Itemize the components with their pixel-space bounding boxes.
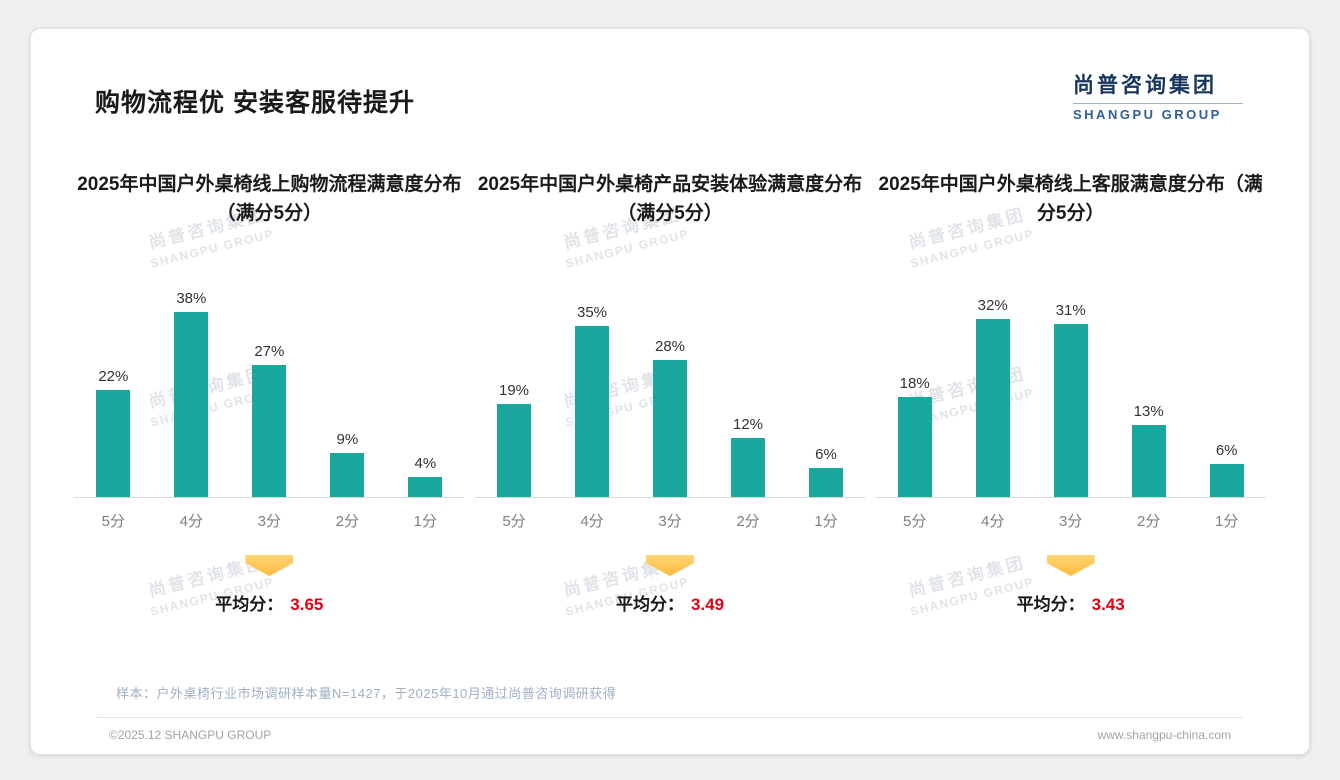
chart-title: 2025年中国户外桌椅线上客服满意度分布（满分5分） xyxy=(878,174,1263,225)
category-label: 5分 xyxy=(903,513,927,530)
slide-card: 尚普咨询集团 SHANGPU GROUP 尚普咨询集团 SHANGPU GROUP 尚普… xyxy=(30,28,1310,755)
category-label: 4分 xyxy=(580,513,604,530)
bar-value-label: 31% xyxy=(1055,302,1086,319)
bar-value-label: 6% xyxy=(1215,442,1238,459)
bar-value-label: 6% xyxy=(815,446,837,463)
bar-value-label: 28% xyxy=(654,338,686,355)
bar-group: 38% xyxy=(152,290,230,497)
logo-english-text: SHANGPU GROUP xyxy=(1073,107,1222,122)
bar-group: 6% xyxy=(787,446,865,497)
average-value: 3.43 xyxy=(1091,595,1125,614)
bar xyxy=(408,477,443,497)
category-label: 2分 xyxy=(736,513,760,530)
average-block: 平均分： 3.49 xyxy=(616,555,724,615)
bar-value-label: 12% xyxy=(732,416,764,433)
bar-value-label: 4% xyxy=(414,455,437,472)
category-label: 2分 xyxy=(335,513,359,530)
bar-chart: 18% 32% 31% 13% 6% 5分 4分 3分 2分 1分 xyxy=(875,276,1266,531)
category-label: 1分 xyxy=(413,513,437,530)
logo-divider xyxy=(1073,103,1243,104)
bar xyxy=(96,390,131,497)
bar-group: 32% xyxy=(954,297,1032,497)
bar-chart: 22% 38% 27% 9% 4% 5分 4分 3分 2分 1分 xyxy=(74,276,465,531)
category-label: 5分 xyxy=(502,513,526,530)
average-block: 平均分： 3.43 xyxy=(1017,555,1125,615)
category-label: 5分 xyxy=(101,513,125,530)
sample-note: 样本：户外桌椅行业市场调研样本量N=1427，于2025年10月通过尚普咨询调研… xyxy=(116,686,617,701)
bar-group: 12% xyxy=(709,416,787,497)
bar-group: 28% xyxy=(631,338,709,497)
bar xyxy=(1053,324,1088,497)
average-text: 平均分： 3.65 xyxy=(215,590,323,615)
chart-title: 2025年中国户外桌椅产品安装体验满意度分布（满分5分） xyxy=(477,174,863,225)
bar xyxy=(252,365,287,497)
footer-copyright: ©2025.12 SHANGPU GROUP xyxy=(109,728,272,742)
bar-group: 22% xyxy=(74,368,152,497)
bar-value-label: 13% xyxy=(1133,403,1164,420)
category-label: 3分 xyxy=(658,513,682,530)
category-label: 2分 xyxy=(1137,513,1161,530)
bar-chart: 19% 35% 28% 12% 6% 5分 4分 3分 2分 1分 xyxy=(475,276,865,531)
bar-group: 19% xyxy=(475,382,553,497)
bar xyxy=(731,438,765,497)
category-label: 1分 xyxy=(814,513,838,530)
bar xyxy=(653,360,687,497)
bar-value-label: 32% xyxy=(977,297,1008,314)
average-text: 平均分： 3.43 xyxy=(1017,590,1125,615)
chart-online-customer-service: 2025年中国户外桌椅线上客服满意度分布（满分5分） 18% 32% 31% 13% 6… xyxy=(870,170,1271,615)
bar-value-label: 19% xyxy=(498,382,530,399)
bar-value-label: 38% xyxy=(176,290,207,307)
category-label: 4分 xyxy=(179,513,203,530)
bar-value-label: 27% xyxy=(254,343,285,360)
average-label: 平均分： xyxy=(615,595,684,614)
bar-group: 4% xyxy=(386,455,464,497)
bar xyxy=(330,453,365,497)
bar-value-label: 9% xyxy=(336,431,359,448)
bar-group: 35% xyxy=(553,304,631,497)
bar-group: 18% xyxy=(876,375,954,497)
bar xyxy=(497,404,531,497)
chart-installation-experience: 2025年中国户外桌椅产品安装体验满意度分布（满分5分） 19% 35% 28% 12… xyxy=(470,170,871,615)
chart-title: 2025年中国户外桌椅线上购物流程满意度分布（满分5分） xyxy=(77,174,462,225)
chart-shopping-process: 2025年中国户外桌椅线上购物流程满意度分布（满分5分） 22% 38% 27% 9%… xyxy=(69,170,470,615)
footer: ©2025.12 SHANGPU GROUP www.shangpu-china… xyxy=(97,717,1243,742)
footer-website: www.shangpu-china.com xyxy=(1097,728,1231,742)
bar-group: 6% xyxy=(1188,442,1266,497)
category-label: 4分 xyxy=(981,513,1005,530)
average-value: 3.49 xyxy=(690,595,725,614)
bar xyxy=(174,312,209,497)
average-label: 平均分： xyxy=(215,595,284,614)
average-block: 平均分： 3.65 xyxy=(215,555,323,615)
bar-value-label: 18% xyxy=(899,375,930,392)
bar xyxy=(897,397,932,497)
average-value: 3.65 xyxy=(290,595,324,614)
bar-group: 9% xyxy=(308,431,386,497)
page-title: 购物流程优 安装客服待提升 xyxy=(95,89,415,117)
logo-chinese-text: 尚普咨询集团 xyxy=(1073,74,1217,97)
company-logo: 尚普咨询集团 SHANGPU GROUP xyxy=(1073,69,1243,122)
down-arrow-icon xyxy=(646,555,694,576)
category-label: 3分 xyxy=(1059,513,1083,530)
category-label: 1分 xyxy=(1215,513,1239,530)
average-text: 平均分： 3.49 xyxy=(616,590,724,615)
bar xyxy=(975,319,1010,497)
bar-value-label: 22% xyxy=(98,368,129,385)
bar-group: 13% xyxy=(1110,403,1188,497)
bar-value-label: 35% xyxy=(576,304,608,321)
average-label: 平均分： xyxy=(1016,595,1085,614)
charts-row: 2025年中国户外桌椅线上购物流程满意度分布（满分5分） 22% 38% 27% 9%… xyxy=(31,170,1309,615)
header: 购物流程优 安装客服待提升 尚普咨询集团 SHANGPU GROUP xyxy=(31,29,1309,122)
bar-group: 31% xyxy=(1032,302,1110,497)
bar-group: 27% xyxy=(230,343,308,497)
category-label: 3分 xyxy=(257,513,281,530)
bar xyxy=(1131,425,1166,497)
bar xyxy=(1209,464,1244,497)
down-arrow-icon xyxy=(245,555,294,576)
bar xyxy=(809,468,843,497)
bar xyxy=(575,326,609,497)
down-arrow-icon xyxy=(1046,555,1095,576)
